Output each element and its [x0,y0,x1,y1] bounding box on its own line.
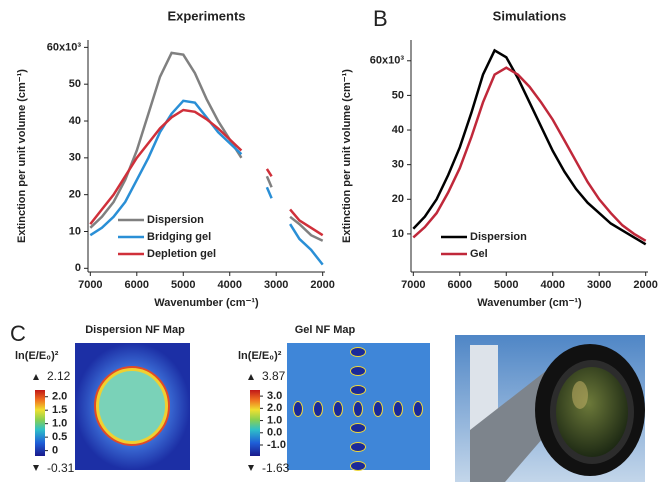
map-blob [374,402,382,416]
colorbar-min: -0.31 [47,461,75,475]
y-axis-label: Extinction per unit volume (cm⁻¹) [16,69,28,243]
colorbar-tick-label: 1.5 [52,404,67,416]
y-tick-label: 50 [392,89,404,101]
y-axis-label: Extinction per unit volume (cm⁻¹) [341,69,353,243]
x-axis-label: Wavenumber (cm⁻¹) [154,297,259,309]
x-tick-label: 7000 [401,279,425,291]
min-marker [248,465,254,471]
y-tick-label: 40 [392,124,404,136]
colorbar-max: 2.12 [47,369,71,383]
map-blob [334,402,342,416]
max-marker [248,374,254,380]
colorbar-tick-label: 0.0 [267,427,282,439]
y-tick-label: 20 [69,189,81,201]
colorbar-label: ln(E/E₀)² [238,350,282,362]
chart-title: Experiments [167,8,245,23]
y-tick-label: 10 [69,225,81,237]
y-tick-label: 10 [392,228,404,240]
map-blob [354,402,362,416]
map-blob [394,402,402,416]
series-line [89,51,324,242]
legend-label: Bridging gel [147,231,211,243]
colorbar-tick-label: 1.0 [267,414,282,426]
map-blob [294,402,302,416]
y-tick-label: 20 [392,193,404,205]
x-tick-label: 5000 [494,279,518,291]
map-blob [414,402,422,416]
x-tick-label: 6000 [448,279,472,291]
x-tick-label: 4000 [540,279,564,291]
y-tick-label: 40 [69,115,81,127]
colorbar-max: 3.87 [262,369,286,383]
x-tick-label: 3000 [264,279,288,291]
map-blob [351,367,365,375]
colorbar-tick-label: 0 [52,445,58,457]
colorbar-tick-label: -1.0 [267,439,286,451]
map-blob [351,348,365,356]
dispersion-map [75,343,190,470]
colorbar-label: ln(E/E₀)² [15,350,59,362]
map-title: Gel NF Map [295,324,356,336]
legend-label: Depletion gel [147,248,216,260]
map-blob [351,424,365,432]
y-tick-label: 30 [69,152,81,164]
series-line [412,66,647,242]
x-tick-label: 2000 [310,279,334,291]
min-marker [33,465,39,471]
gel-map [287,343,430,471]
map-title: Dispersion NF Map [85,324,185,336]
photo [455,335,645,482]
legend-label: Gel [470,248,488,260]
y-tick-label: 60x10³ [370,55,405,67]
series-line [412,48,647,246]
map-blob [351,386,365,394]
y-tick-label: 60x10³ [47,41,82,53]
legend-label: Dispersion [147,214,204,226]
x-tick-label: 7000 [78,279,102,291]
series-line [89,108,324,237]
chart-title: Simulations [493,8,567,23]
x-tick-label: 4000 [217,279,241,291]
x-tick-label: 3000 [587,279,611,291]
colorbar-min: -1.63 [262,461,290,475]
colorbar-tick-label: 3.0 [267,390,282,402]
panel-label: B [373,6,388,31]
map-blob [314,402,322,416]
x-tick-label: 2000 [633,279,657,291]
panel-label: C [10,321,26,346]
map-blob [351,462,365,470]
y-tick-label: 30 [392,159,404,171]
legend-label: Dispersion [470,231,527,243]
y-tick-label: 0 [75,262,81,274]
colorbar-tick-label: 2.0 [52,391,67,403]
map-blob [351,443,365,451]
colorbar-tick-label: 2.0 [267,402,282,414]
colorbar-tick-label: 1.0 [52,418,67,430]
x-tick-label: 5000 [171,279,195,291]
max-marker [33,374,39,380]
x-axis-label: Wavenumber (cm⁻¹) [477,297,582,309]
colorbar [250,390,260,456]
y-tick-label: 50 [69,78,81,90]
x-tick-label: 6000 [125,279,149,291]
colorbar [35,390,45,456]
colorbar-tick-label: 0.5 [52,431,67,443]
